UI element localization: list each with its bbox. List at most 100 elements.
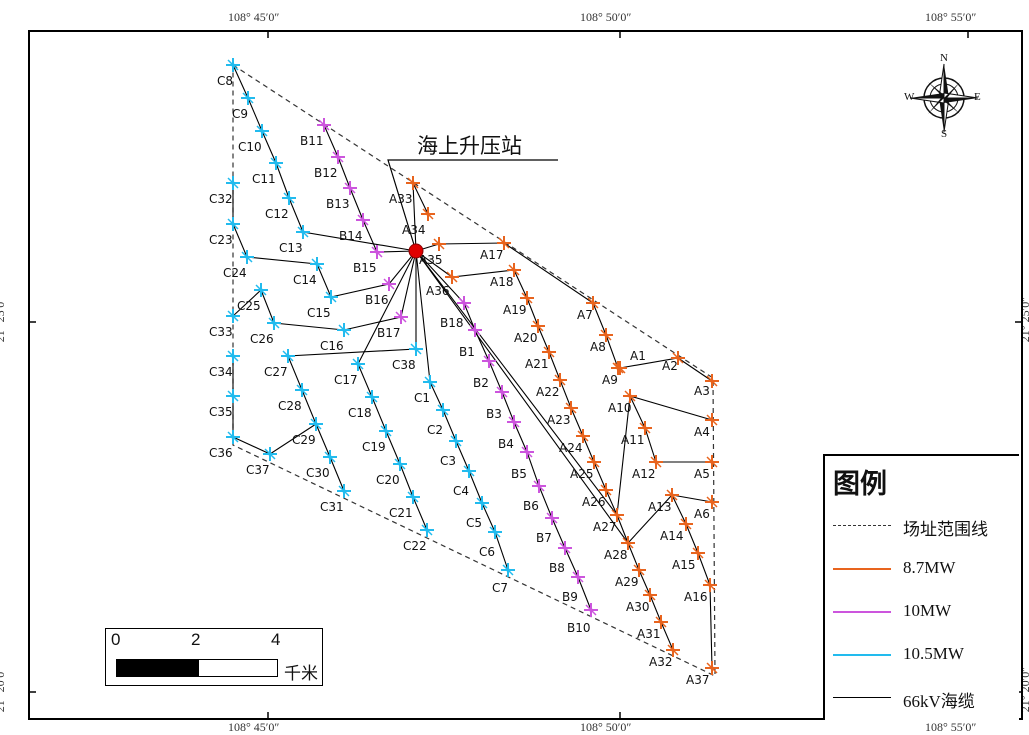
turbine-label-c10: C10 [238, 140, 262, 154]
turbine-c10-icon [255, 124, 269, 138]
offshore-substation [408, 243, 424, 259]
turbine-b4-icon [507, 415, 521, 429]
turbine-c3-icon [449, 434, 463, 448]
turbine-c25-icon [254, 283, 268, 297]
legend-item-cable: 66kV海缆 [833, 686, 1018, 711]
compass-w: W [904, 91, 915, 103]
turbine-a24-icon [576, 429, 590, 443]
turbine-label-c36: C36 [209, 446, 233, 460]
turbine-a34-icon [421, 207, 435, 221]
coord-bottom-3: 108° 55′0″ [925, 720, 977, 734]
turbine-c17-icon [351, 357, 365, 371]
turbine-b12-icon [331, 150, 345, 164]
turbine-a11-icon [638, 421, 652, 435]
cable-string-1 [232, 64, 417, 252]
turbine-a29-icon [632, 563, 646, 577]
turbine-c28-icon [295, 383, 309, 397]
turbine-b7-icon [545, 511, 559, 525]
turbine-label-a36: A36 [426, 284, 449, 298]
turbine-b13-icon [343, 181, 357, 195]
turbine-label-b3: B3 [486, 407, 502, 421]
turbine-label-c24: C24 [223, 266, 247, 280]
turbine-label-c27: C27 [264, 365, 288, 379]
turbine-label-a1: A1 [630, 349, 646, 363]
legend-swatch-10-5mw [833, 654, 891, 656]
turbine-label-a20: A20 [514, 331, 537, 345]
turbine-label-a29: A29 [615, 575, 638, 589]
turbine-label-c14: C14 [293, 273, 317, 287]
turbine-label-a23: A23 [547, 413, 570, 427]
turbine-a30-icon [643, 588, 657, 602]
turbine-c24-icon [240, 250, 254, 264]
turbine-c38-icon [409, 342, 423, 356]
turbine-label-a16: A16 [684, 590, 707, 604]
turbine-c36-icon [226, 430, 240, 444]
cable-string-4 [232, 250, 417, 331]
turbine-label-c25: C25 [237, 299, 261, 313]
legend-swatch-8-7mw [833, 568, 891, 570]
turbine-b1-icon [468, 323, 482, 337]
turbine-c12-icon [282, 191, 296, 205]
legend-title: 图例 [833, 469, 887, 500]
turbine-label-a10: A10 [608, 401, 631, 415]
turbine-b15-icon [370, 245, 384, 259]
turbine-label-a6: A6 [694, 507, 710, 521]
turbine-label-a17: A17 [480, 248, 503, 262]
scale-tick-0: 0 [111, 630, 121, 649]
turbine-label-c13: C13 [279, 241, 303, 255]
legend-swatch-cable [833, 697, 891, 698]
turbine-label-a34: A34 [402, 223, 425, 237]
turbine-c11-icon [269, 156, 283, 170]
turbine-label-b12: B12 [314, 166, 338, 180]
legend-label-10-5mw: 10.5MW [903, 644, 964, 663]
turbine-b2-icon [482, 354, 496, 368]
turbine-label-a21: A21 [525, 357, 548, 371]
turbine-c34-icon [226, 349, 240, 363]
turbine-b11-icon [317, 118, 331, 132]
turbine-c7-icon [501, 563, 515, 577]
turbine-c4-icon [462, 464, 476, 478]
legend-item-8-7mw: 8.7MW [833, 557, 1018, 581]
turbine-c30-icon [323, 450, 337, 464]
turbine-label-c2: C2 [427, 423, 443, 437]
turbine-label-a15: A15 [672, 558, 695, 572]
turbine-label-a13: A13 [648, 500, 671, 514]
turbine-label-c29: C29 [292, 433, 316, 447]
turbine-label-c23: C23 [209, 233, 233, 247]
turbine-label-a22: A22 [536, 385, 559, 399]
turbine-a18-icon [507, 263, 521, 277]
turbine-label-c32: C32 [209, 192, 233, 206]
turbine-label-c21: C21 [389, 506, 413, 520]
turbine-c32-icon [226, 176, 240, 190]
turbine-label-b4: B4 [498, 437, 514, 451]
legend-label-8-7mw: 8.7MW [903, 558, 956, 577]
turbine-label-c9: C9 [232, 107, 248, 121]
turbine-label-a37: A37 [686, 673, 709, 687]
turbine-label-b6: B6 [523, 499, 539, 513]
compass-s: S [941, 128, 948, 140]
compass-e: E [974, 91, 981, 103]
turbine-label-c11: C11 [252, 172, 276, 186]
turbine-a15-icon [691, 546, 705, 560]
turbine-b5-icon [520, 445, 534, 459]
turbine-label-c17: C17 [334, 373, 358, 387]
coord-bottom-1: 108° 45′0″ [228, 720, 280, 734]
turbine-c23-icon [226, 217, 240, 231]
turbine-c13-icon [296, 225, 310, 239]
turbine-a19-icon [520, 291, 534, 305]
turbine-label-c5: C5 [466, 516, 482, 530]
turbine-label-a35: A35 [419, 253, 442, 267]
turbine-a10-icon [623, 389, 637, 403]
legend-item-10-5mw: 10.5MW [833, 643, 1018, 667]
turbine-a33-icon [406, 176, 420, 190]
cable-string-11 [415, 250, 713, 669]
turbine-a37-icon [705, 661, 719, 675]
turbine-label-b15: B15 [353, 261, 377, 275]
turbine-b3-icon [495, 385, 509, 399]
turbine-b9-icon [571, 570, 585, 584]
turbine-label-c33: C33 [209, 325, 233, 339]
turbine-label-c19: C19 [362, 440, 386, 454]
turbine-a13-icon [665, 488, 679, 502]
turbine-label-a24: A24 [559, 441, 582, 455]
